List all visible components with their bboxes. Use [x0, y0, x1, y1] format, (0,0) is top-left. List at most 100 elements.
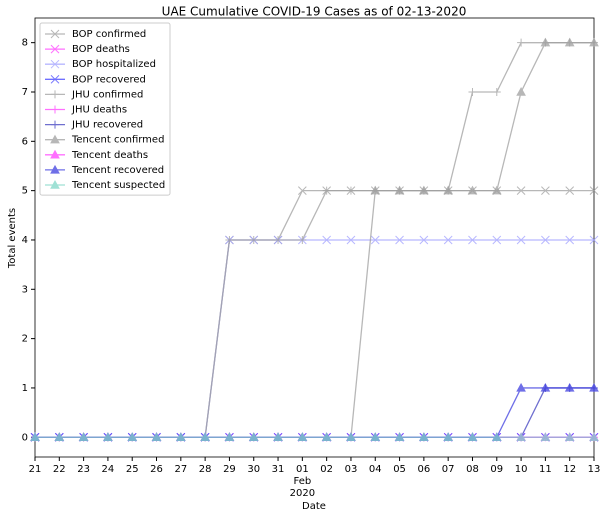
- marker: [200, 432, 210, 441]
- marker: [394, 185, 405, 195]
- chart-title: UAE Cumulative COVID-19 Cases as of 02-1…: [162, 5, 467, 19]
- marker: [540, 382, 551, 392]
- y-tick-label: 4: [22, 235, 28, 246]
- x-tick-label: 08: [466, 464, 479, 475]
- y-tick-label: 0: [22, 432, 28, 443]
- legend-key: [45, 29, 65, 39]
- marker: [103, 432, 113, 441]
- x-tick-label: 05: [393, 464, 406, 475]
- marker: [298, 235, 307, 244]
- marker: [175, 432, 186, 441]
- legend-label: BOP deaths: [72, 44, 130, 55]
- marker: [589, 235, 599, 245]
- x-tick-label: 12: [563, 464, 576, 475]
- marker: [541, 235, 550, 245]
- month-label: Feb: [293, 476, 311, 487]
- x-tick-label: 11: [539, 464, 552, 475]
- marker: [516, 382, 526, 392]
- year-label: 2020: [290, 488, 315, 499]
- marker: [274, 235, 283, 244]
- marker: [225, 235, 234, 244]
- marker: [517, 38, 526, 47]
- line: [35, 189, 594, 438]
- marker: [249, 235, 258, 244]
- legend: [39, 22, 171, 196]
- marker: [78, 432, 89, 441]
- x-tick-label: 27: [174, 464, 187, 475]
- x-tick-label: 07: [442, 464, 455, 475]
- series: [31, 383, 598, 442]
- marker: [564, 382, 575, 392]
- marker: [443, 235, 453, 245]
- legend-key: [45, 59, 65, 69]
- x-tick-label: 03: [345, 464, 358, 475]
- marker: [54, 432, 65, 441]
- marker: [516, 186, 526, 195]
- x-tick-label: 23: [77, 464, 90, 475]
- x-tick-label: 22: [53, 464, 66, 475]
- marker: [50, 134, 60, 144]
- marker: [394, 432, 405, 441]
- legend-label: JHU recovered: [71, 120, 143, 131]
- marker: [224, 432, 235, 441]
- marker: [322, 186, 331, 195]
- marker: [248, 432, 259, 441]
- marker: [51, 120, 59, 129]
- marker: [589, 382, 599, 392]
- x-tick-label: 01: [296, 464, 309, 475]
- marker: [492, 87, 501, 96]
- legend-key: [45, 179, 65, 189]
- marker: [51, 90, 59, 99]
- marker: [467, 432, 478, 441]
- marker: [50, 164, 60, 174]
- x-tick-label: 04: [369, 464, 382, 475]
- legend-key: [45, 44, 65, 54]
- marker: [540, 432, 551, 441]
- legend-label: BOP confirmed: [72, 29, 146, 40]
- marker: [346, 235, 356, 245]
- marker: [370, 185, 381, 195]
- series: [30, 382, 599, 441]
- x-tick-label: 30: [247, 464, 260, 475]
- marker: [297, 186, 307, 195]
- x-tick-label: 13: [588, 464, 601, 475]
- marker: [395, 235, 404, 245]
- marker: [491, 185, 502, 195]
- x-tick-label: 24: [102, 464, 115, 475]
- marker: [50, 74, 60, 84]
- marker: [564, 37, 575, 47]
- legend-key: [45, 164, 65, 174]
- y-tick-label: 6: [22, 136, 28, 147]
- legend-label: Tencent confirmed: [71, 135, 164, 146]
- marker: [541, 186, 550, 195]
- legend-key: [45, 120, 65, 129]
- y-tick-label: 8: [22, 38, 28, 49]
- marker: [516, 432, 526, 441]
- marker: [50, 59, 60, 69]
- marker: [565, 235, 575, 245]
- x-tick-label: 31: [272, 464, 285, 475]
- legend-label: Tencent deaths: [71, 150, 148, 161]
- marker: [516, 86, 526, 96]
- marker: [492, 235, 502, 245]
- legend-label: Tencent recovered: [71, 165, 164, 176]
- x-tick-label: 10: [515, 464, 528, 475]
- plot-area: [34, 17, 595, 458]
- x-tick-label: 21: [29, 464, 42, 475]
- marker: [468, 235, 477, 245]
- series: [30, 432, 599, 441]
- x-tick-label: 25: [126, 464, 139, 475]
- marker: [443, 432, 454, 441]
- marker: [321, 432, 332, 441]
- x-tick-label: 02: [320, 464, 333, 475]
- marker: [50, 179, 60, 189]
- legend-key: [45, 149, 65, 159]
- y-axis-label: Total events: [7, 208, 18, 269]
- series: [30, 235, 599, 442]
- marker: [468, 87, 477, 96]
- marker: [540, 37, 551, 47]
- legend-label: Tencent suspected: [71, 180, 165, 191]
- marker: [491, 432, 502, 441]
- marker: [30, 432, 40, 441]
- legend-key: [45, 74, 65, 84]
